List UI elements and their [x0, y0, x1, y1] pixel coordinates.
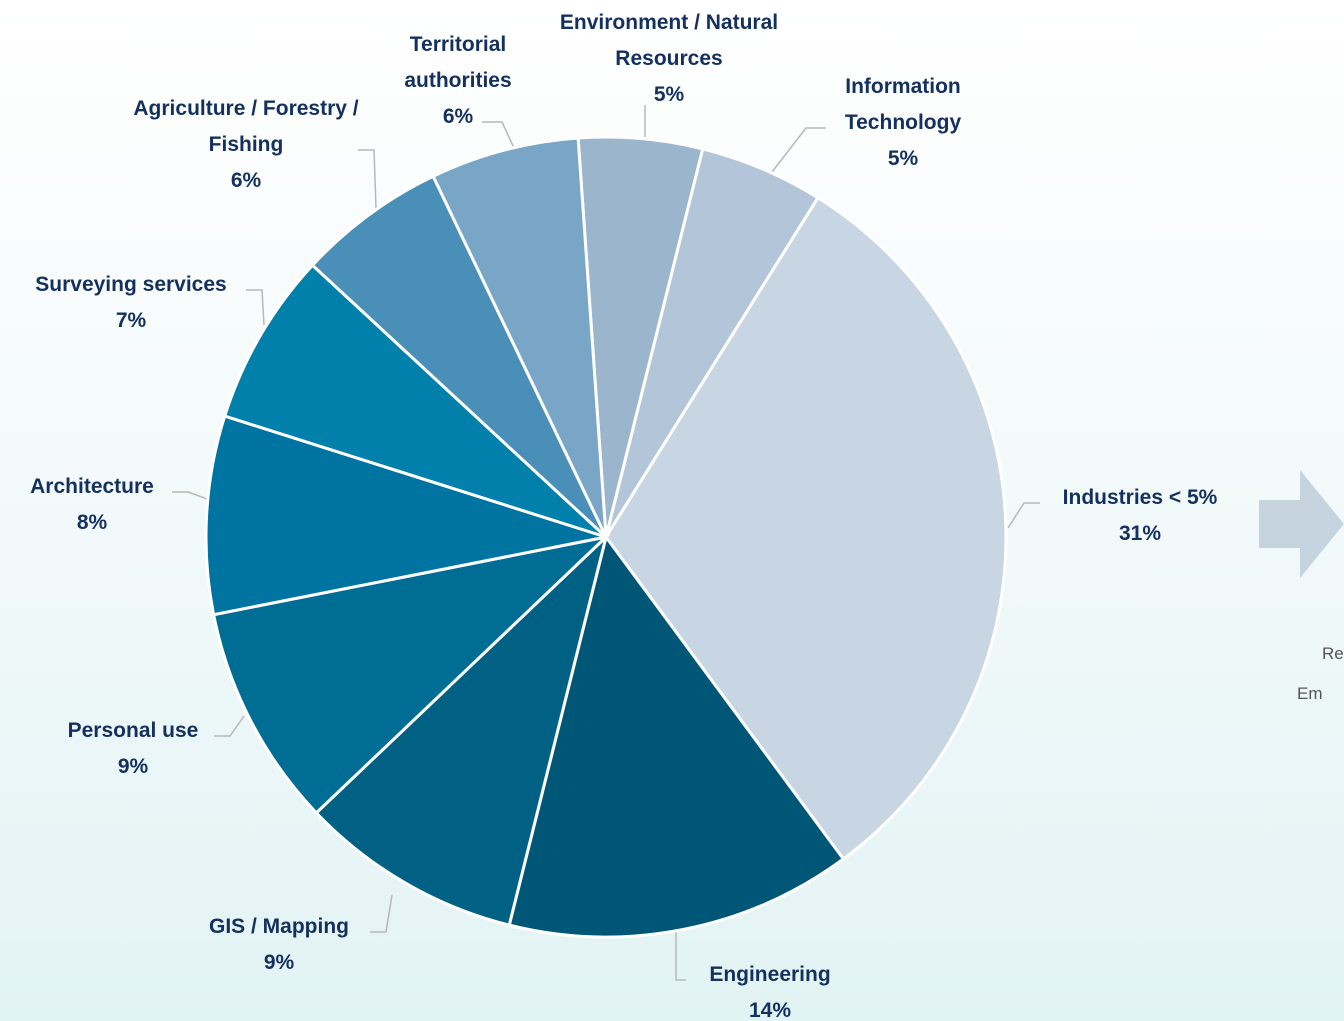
leader-line [214, 715, 245, 737]
leader-line [172, 491, 211, 501]
data-label: Surveying services 7% [6, 267, 256, 339]
data-label: Territorial authorities 6% [378, 27, 538, 135]
data-label: Personal use 9% [33, 713, 233, 785]
value-label: 6% [442, 105, 474, 128]
value-label: 5% [653, 83, 685, 106]
slice [431, 136, 608, 538]
value-label: 5% [887, 147, 919, 170]
leader-line [482, 121, 515, 149]
leader-line [675, 930, 686, 981]
data-label: Agriculture / Forestry / Fishing 6% [121, 91, 371, 199]
leader-line [771, 127, 826, 173]
category-label: GIS / Mapping [209, 915, 349, 938]
value-label: 14% [748, 999, 792, 1021]
data-label: Environment / Natural Resources 5% [549, 5, 789, 113]
category-label: Architecture [30, 475, 154, 498]
value-label: 9% [263, 951, 295, 974]
data-label: Engineering 14% [670, 957, 870, 1021]
category-label: Surveying services [35, 273, 227, 296]
side-text: Re [1322, 644, 1344, 663]
leader-line [246, 289, 265, 326]
category-label: Engineering [709, 963, 831, 986]
slice [211, 534, 611, 815]
slice [507, 533, 846, 939]
value-label: 8% [76, 511, 108, 534]
category-label: Personal use [67, 719, 199, 742]
side-text: Em [1297, 684, 1323, 703]
data-label: Architecture 8% [2, 469, 182, 541]
data-label: GIS / Mapping 9% [179, 909, 379, 981]
value-label: 31% [1118, 522, 1162, 545]
slice [204, 414, 607, 617]
category-label: Industries < 5% [1062, 486, 1218, 509]
leader-line [370, 894, 393, 933]
data-label: Industries < 5% 31% [1010, 480, 1270, 552]
data-label: Information Technology 5% [803, 69, 1003, 177]
category-label: Agriculture / Forestry / Fishing [133, 97, 359, 156]
value-label: 6% [230, 169, 262, 192]
leader-line [1007, 502, 1040, 529]
slice [310, 174, 608, 539]
category-label: Territorial authorities [404, 33, 512, 92]
leader-lines [172, 105, 1040, 981]
slice [604, 195, 1008, 862]
category-label: Information Technology [844, 75, 962, 134]
arrow [1259, 470, 1344, 578]
slice [222, 263, 608, 539]
slice [314, 532, 609, 927]
category-label: Environment / Natural Resources [559, 11, 779, 70]
value-label: 9% [117, 755, 149, 778]
value-label: 7% [115, 309, 147, 332]
leader-line [358, 149, 377, 209]
